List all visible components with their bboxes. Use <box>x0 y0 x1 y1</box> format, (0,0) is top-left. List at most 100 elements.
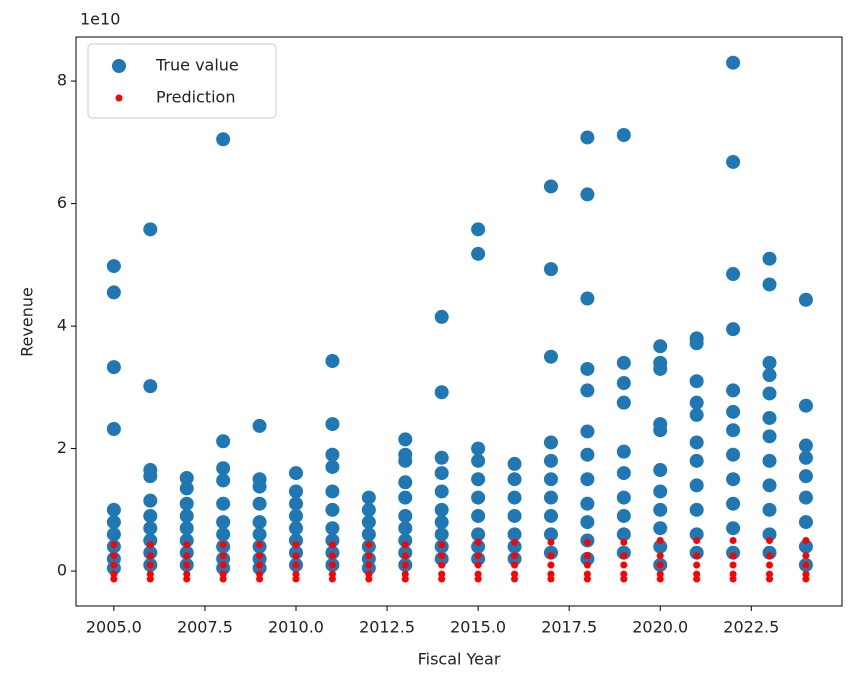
point <box>616 444 631 459</box>
point <box>653 463 668 478</box>
y-tick-label: 6 <box>57 193 67 212</box>
point <box>511 561 519 569</box>
y-tick-label: 2 <box>57 438 67 457</box>
point <box>256 552 264 560</box>
point <box>656 570 664 578</box>
point <box>106 360 121 375</box>
point <box>580 424 595 439</box>
point <box>580 187 595 202</box>
point <box>328 552 336 560</box>
point <box>216 132 231 147</box>
point <box>583 538 591 546</box>
point <box>583 552 591 560</box>
point <box>289 466 304 481</box>
point <box>620 575 628 583</box>
point <box>146 561 154 569</box>
point <box>361 515 376 530</box>
point <box>729 536 737 544</box>
point <box>616 466 631 481</box>
legend-marker <box>112 59 126 73</box>
point <box>620 552 628 560</box>
point <box>693 561 701 569</box>
point <box>507 527 522 542</box>
point <box>616 355 631 370</box>
point <box>325 459 340 474</box>
point <box>328 570 336 578</box>
point <box>471 246 486 261</box>
point <box>689 478 704 493</box>
point <box>146 541 154 549</box>
point <box>289 496 304 511</box>
point <box>325 521 340 536</box>
point <box>656 575 664 583</box>
point <box>547 575 555 583</box>
point <box>543 490 558 505</box>
point <box>252 515 267 530</box>
point <box>726 472 741 487</box>
point <box>471 453 486 468</box>
point <box>762 527 777 542</box>
point <box>438 570 446 578</box>
point <box>328 575 336 583</box>
point <box>361 527 376 542</box>
point <box>507 472 522 487</box>
point <box>143 379 158 394</box>
point <box>292 552 300 560</box>
point <box>762 478 777 493</box>
point <box>729 570 737 578</box>
point <box>328 561 336 569</box>
point <box>653 339 668 354</box>
point <box>580 447 595 462</box>
point <box>653 423 668 438</box>
point <box>146 552 154 560</box>
point <box>365 561 373 569</box>
point <box>289 508 304 523</box>
y-offset-label: 1e10 <box>80 10 120 29</box>
point <box>219 575 227 583</box>
point <box>398 533 413 548</box>
point <box>726 154 741 169</box>
x-tick-label: 2022.5 <box>723 618 779 637</box>
y-tick-label: 0 <box>57 561 67 580</box>
point <box>543 472 558 487</box>
point <box>507 508 522 523</box>
point <box>328 541 336 549</box>
point <box>401 570 409 578</box>
point <box>729 575 737 583</box>
point <box>292 541 300 549</box>
point <box>106 421 121 436</box>
point <box>802 536 810 544</box>
point <box>762 251 777 266</box>
point <box>766 552 774 560</box>
point <box>766 570 774 578</box>
point <box>653 521 668 536</box>
point <box>580 472 595 487</box>
point <box>762 368 777 383</box>
point <box>110 570 118 578</box>
point <box>292 575 300 583</box>
point <box>471 441 486 456</box>
point <box>438 575 446 583</box>
point <box>507 539 522 554</box>
point <box>726 521 741 536</box>
point <box>434 385 449 400</box>
point <box>252 418 267 433</box>
point <box>620 538 628 546</box>
point <box>653 539 668 554</box>
point <box>689 374 704 389</box>
point <box>726 383 741 398</box>
point <box>580 291 595 306</box>
point <box>143 493 158 508</box>
point <box>219 552 227 560</box>
point <box>762 410 777 425</box>
point <box>398 490 413 505</box>
point <box>474 570 482 578</box>
point <box>726 447 741 462</box>
point <box>656 561 664 569</box>
point <box>689 527 704 542</box>
legend-label: True value <box>155 56 239 75</box>
point <box>216 527 231 542</box>
y-tick-label: 8 <box>57 71 67 90</box>
point <box>511 575 519 583</box>
